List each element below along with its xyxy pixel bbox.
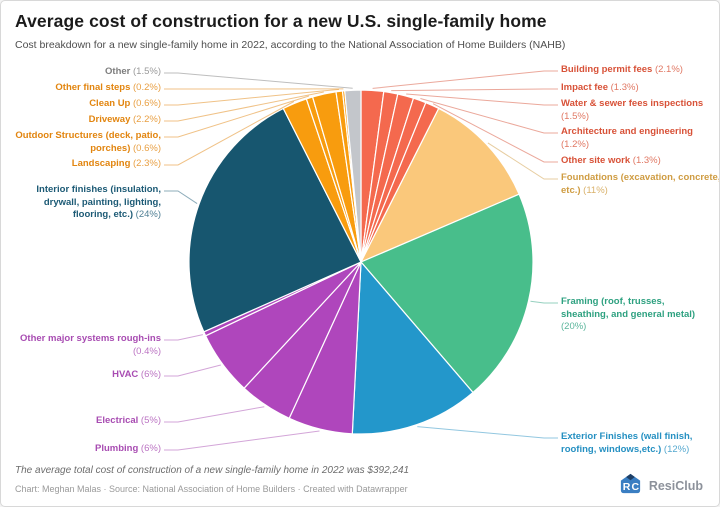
leader-line-driveway — [164, 91, 324, 122]
page-subtitle: Cost breakdown for a new single-family h… — [15, 39, 566, 51]
leader-line-building-permit-fees — [372, 70, 558, 89]
leader-line-water-sewer-fees-inspections — [406, 93, 558, 106]
pie-slice-other-site-work — [360, 102, 440, 263]
slice-label-electrical: Electrical (5%) — [96, 415, 161, 426]
slice-label-other: Other (1.5%) — [105, 66, 161, 77]
leader-line-framing-roof-trusses-sheathing-and-gener — [530, 300, 558, 304]
leader-line-plumbing — [164, 430, 320, 451]
credits: Chart: Meghan Malas · Source: National A… — [15, 484, 408, 494]
slice-label-other-site-work: Other site work (1.3%) — [561, 155, 661, 166]
leader-line-other — [164, 72, 353, 89]
pie-slice-architecture-and-engineering — [360, 97, 427, 263]
slice-label-plumbing: Plumbing (6%) — [95, 443, 161, 454]
pie-slice-interior-finishes-insulation-drywall-pai — [188, 107, 362, 333]
resiclub-logo: R C ResiClub — [618, 471, 703, 501]
svg-text:C: C — [631, 481, 639, 493]
pie-slice-hvac — [205, 261, 362, 389]
leader-line-foundations-excavation-concrete-etc — [487, 142, 558, 180]
leader-line-hvac — [164, 364, 221, 377]
leader-line-other-major-systems-rough-ins — [164, 334, 204, 341]
slice-label-hvac: HVAC (6%) — [112, 369, 161, 380]
leader-line-outdoor-structures-deck-patio-porches — [164, 95, 310, 138]
svg-text:R: R — [623, 481, 631, 493]
pie-slice-water-sewer-fees-inspections — [360, 93, 415, 263]
slice-label-driveway: Driveway (2.2%) — [88, 114, 161, 125]
chart-header: Average cost of construction for a new U… — [15, 11, 705, 51]
page-title: Average cost of construction for a new U… — [15, 11, 547, 31]
pie-slice-framing-roof-trusses-sheathing-and-gener — [360, 193, 534, 394]
pie-slice-electrical — [243, 261, 362, 419]
leader-line-exterior-finishes-wall-finish-roofing-wi — [417, 426, 558, 439]
pie-slice-outdoor-structures-deck-patio-porches — [305, 96, 362, 263]
slice-label-framing-roof-trusses-sheathing-and-gener: Framing (roof, trusses, sheathing, and g… — [561, 296, 696, 332]
leader-line-clean-up — [164, 88, 340, 106]
pie-slice-building-permit-fees — [360, 89, 385, 263]
leader-line-interior-finishes-insulation-drywall-pai — [164, 190, 198, 205]
leader-line-architecture-and-engineering — [420, 98, 558, 134]
slice-label-interior-finishes-insulation-drywall-pai: Interior finishes (insulation, drywall, … — [36, 184, 161, 220]
slice-label-clean-up: Clean Up (0.6%) — [89, 98, 161, 109]
leader-line-other-site-work — [432, 103, 558, 163]
pie-slice-other-final-steps — [341, 90, 362, 263]
slice-label-other-major-systems-rough-ins: Other major systems rough-ins (0.4%) — [20, 333, 161, 357]
pie-slice-other — [344, 89, 362, 263]
pie-slice-foundations-excavation-concrete-etc — [360, 107, 520, 263]
slice-label-architecture-and-engineering: Architecture and engineering (1.2%) — [561, 126, 693, 150]
pie-slice-impact-fee — [360, 90, 399, 263]
brand-name: ResiClub — [648, 479, 703, 493]
slice-label-exterior-finishes-wall-finish-roofing-wi: Exterior Finishes (wall finish, roofing,… — [561, 431, 693, 455]
slice-label-impact-fee: Impact fee (1.3%) — [561, 82, 639, 93]
leader-line-landscaping — [164, 101, 295, 166]
pie-slice-exterior-finishes-wall-finish-roofing-wi — [351, 261, 474, 435]
footnote: The average total cost of construction o… — [15, 465, 410, 476]
resiclub-logo-icon: R C — [618, 471, 643, 501]
slice-label-outdoor-structures-deck-patio-porches: Outdoor Structures (deck, patio, porches… — [15, 130, 161, 154]
slice-label-building-permit-fees: Building permit fees (2.1%) — [561, 64, 683, 75]
pie-slice-clean-up — [335, 90, 362, 263]
slice-label-foundations-excavation-concrete-etc: Foundations (excavation, concrete, etc.)… — [561, 172, 720, 196]
pie-slice-plumbing — [288, 261, 362, 435]
pie-slice-driveway — [312, 91, 362, 263]
leader-line-impact-fee — [391, 88, 558, 92]
slice-label-landscaping: Landscaping (2.3%) — [71, 158, 161, 169]
slice-label-other-final-steps: Other final steps (0.2%) — [55, 82, 161, 93]
leader-line-electrical — [164, 406, 265, 423]
pie-slice-landscaping — [282, 98, 362, 263]
slice-label-water-sewer-fees-inspections: Water & sewer fees inspections (1.5%) — [561, 98, 704, 122]
pie-slice-other-major-systems-rough-ins — [203, 261, 362, 337]
